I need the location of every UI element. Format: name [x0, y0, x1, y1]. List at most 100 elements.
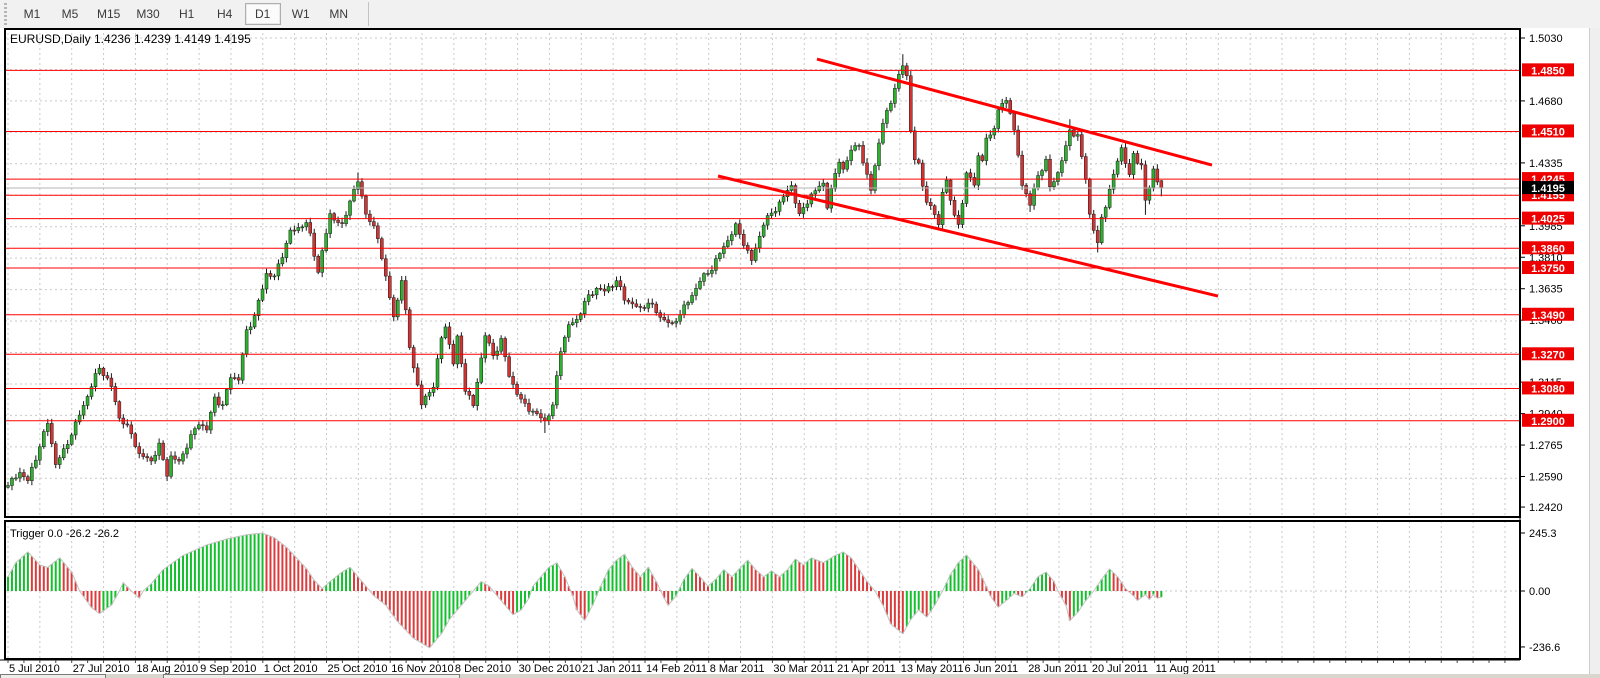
- indicator-envelope-line: [7, 532, 1162, 649]
- candle-bearish: [1091, 213, 1096, 231]
- candle-bearish: [1016, 129, 1020, 156]
- candle-bullish: [718, 253, 722, 259]
- candle-bullish: [674, 320, 678, 324]
- date-label: 14 Feb 2011: [646, 663, 707, 674]
- candle-bullish: [1099, 216, 1104, 243]
- sr-price-badge-bg: [1522, 381, 1574, 395]
- candle-bullish: [614, 280, 619, 288]
- sr-price-badge-bg: [1522, 63, 1574, 77]
- candle-bullish: [479, 357, 484, 383]
- candle-bearish: [316, 256, 320, 273]
- toolbar-grip-handle[interactable]: [2, 3, 9, 25]
- candle-bullish: [1040, 170, 1044, 176]
- timeframe-button-d1[interactable]: D1: [244, 3, 281, 25]
- candle-bullish: [714, 258, 718, 271]
- candle-bearish: [519, 394, 523, 400]
- candle-bearish: [662, 316, 666, 321]
- chart-tab[interactable]: [0, 674, 106, 678]
- candle-bearish: [1080, 134, 1084, 157]
- candle-bearish: [125, 423, 130, 426]
- candle-bullish: [244, 329, 249, 355]
- candle-bullish: [893, 88, 897, 104]
- candle-bearish: [364, 195, 368, 215]
- candle-bullish: [296, 227, 301, 231]
- candle-bearish: [936, 214, 941, 225]
- candle-bearish: [105, 375, 110, 379]
- candle-bearish: [177, 459, 181, 462]
- candle-bullish: [224, 389, 229, 405]
- candle-bearish: [948, 179, 953, 201]
- timeframe-button-m5[interactable]: M5: [52, 3, 88, 25]
- candle-bearish: [173, 455, 177, 460]
- candle-bullish: [499, 338, 503, 352]
- candle-bullish: [435, 358, 440, 388]
- candle-bearish: [205, 425, 209, 431]
- candle-bullish: [284, 243, 289, 258]
- candle-bullish: [563, 336, 567, 352]
- candle-bullish: [857, 145, 861, 147]
- candle-bearish: [626, 299, 631, 303]
- candle-bearish: [1072, 129, 1076, 137]
- timeframe-button-m15[interactable]: M15: [90, 3, 127, 25]
- candle-bearish: [161, 442, 165, 460]
- candle-bearish: [638, 306, 643, 308]
- candle-bearish: [26, 476, 30, 481]
- candle-bearish: [1084, 156, 1088, 180]
- candle-bearish: [217, 396, 221, 406]
- candle-bullish: [197, 424, 201, 429]
- candle-bullish: [304, 222, 309, 228]
- timeframe-button-h1[interactable]: H1: [169, 3, 205, 25]
- candle-bullish: [813, 190, 818, 195]
- candle-bearish: [738, 223, 742, 235]
- candle-bullish: [57, 457, 62, 465]
- trend-line[interactable]: [717, 174, 1219, 298]
- date-label: 8 Dec 2010: [455, 663, 511, 674]
- candle-bearish: [909, 75, 913, 132]
- candle-bullish: [567, 324, 571, 338]
- candle-bullish: [877, 142, 881, 166]
- chart-tabs-strip[interactable]: [0, 674, 1600, 678]
- candle-bearish: [932, 205, 937, 215]
- candle-bullish: [988, 134, 993, 139]
- candle-bearish: [1024, 185, 1028, 194]
- price-chart-canvas[interactable]: 1.50301.46801.43351.39851.38101.36351.34…: [0, 28, 1600, 674]
- candle-bearish: [861, 145, 865, 164]
- candle-bearish: [447, 326, 452, 345]
- candle-bullish: [873, 165, 877, 191]
- candle-bearish: [666, 319, 670, 323]
- timeframe-toolbar: M1 M5 M15 M30 H1 H4 D1 W1 MN: [0, 0, 1600, 29]
- candle-bullish: [781, 196, 786, 203]
- timeframe-button-m1[interactable]: M1: [14, 3, 50, 25]
- candle-bearish: [332, 213, 336, 221]
- candle-bullish: [845, 160, 849, 170]
- candle-bullish: [1076, 134, 1080, 137]
- timeframe-button-w1[interactable]: W1: [283, 3, 319, 25]
- sr-price-badge: 1.3490: [1531, 310, 1565, 322]
- timeframe-button-mn[interactable]: MN: [321, 3, 357, 25]
- timeframe-button-m30[interactable]: M30: [129, 3, 166, 25]
- candle-bullish: [555, 375, 559, 406]
- timeframe-button-h4[interactable]: H4: [207, 3, 243, 25]
- chart-tab[interactable]: [163, 674, 460, 678]
- candle-bullish: [559, 351, 563, 376]
- candle-bearish: [590, 294, 595, 297]
- candle-bearish: [511, 376, 515, 385]
- candle-bullish: [690, 295, 694, 303]
- candle-bearish: [312, 232, 316, 257]
- candle-bullish: [495, 350, 499, 356]
- date-label: 30 Dec 2010: [519, 663, 581, 674]
- candle-bullish: [547, 415, 551, 421]
- date-label: 5 Jul 2010: [9, 663, 60, 674]
- current-price-badge-bg: [1522, 181, 1574, 195]
- candle-bullish: [773, 211, 778, 214]
- candle-bullish: [706, 273, 710, 275]
- window-right-scroll-strip[interactable]: [1589, 28, 1600, 674]
- candle-bearish: [1127, 163, 1132, 175]
- candle-bullish: [10, 477, 14, 486]
- trend-line[interactable]: [816, 57, 1213, 167]
- candle-bullish: [849, 149, 853, 161]
- candle-bearish: [1155, 168, 1160, 183]
- candle-bullish: [18, 472, 22, 479]
- date-label: 13 May 2011: [901, 663, 964, 674]
